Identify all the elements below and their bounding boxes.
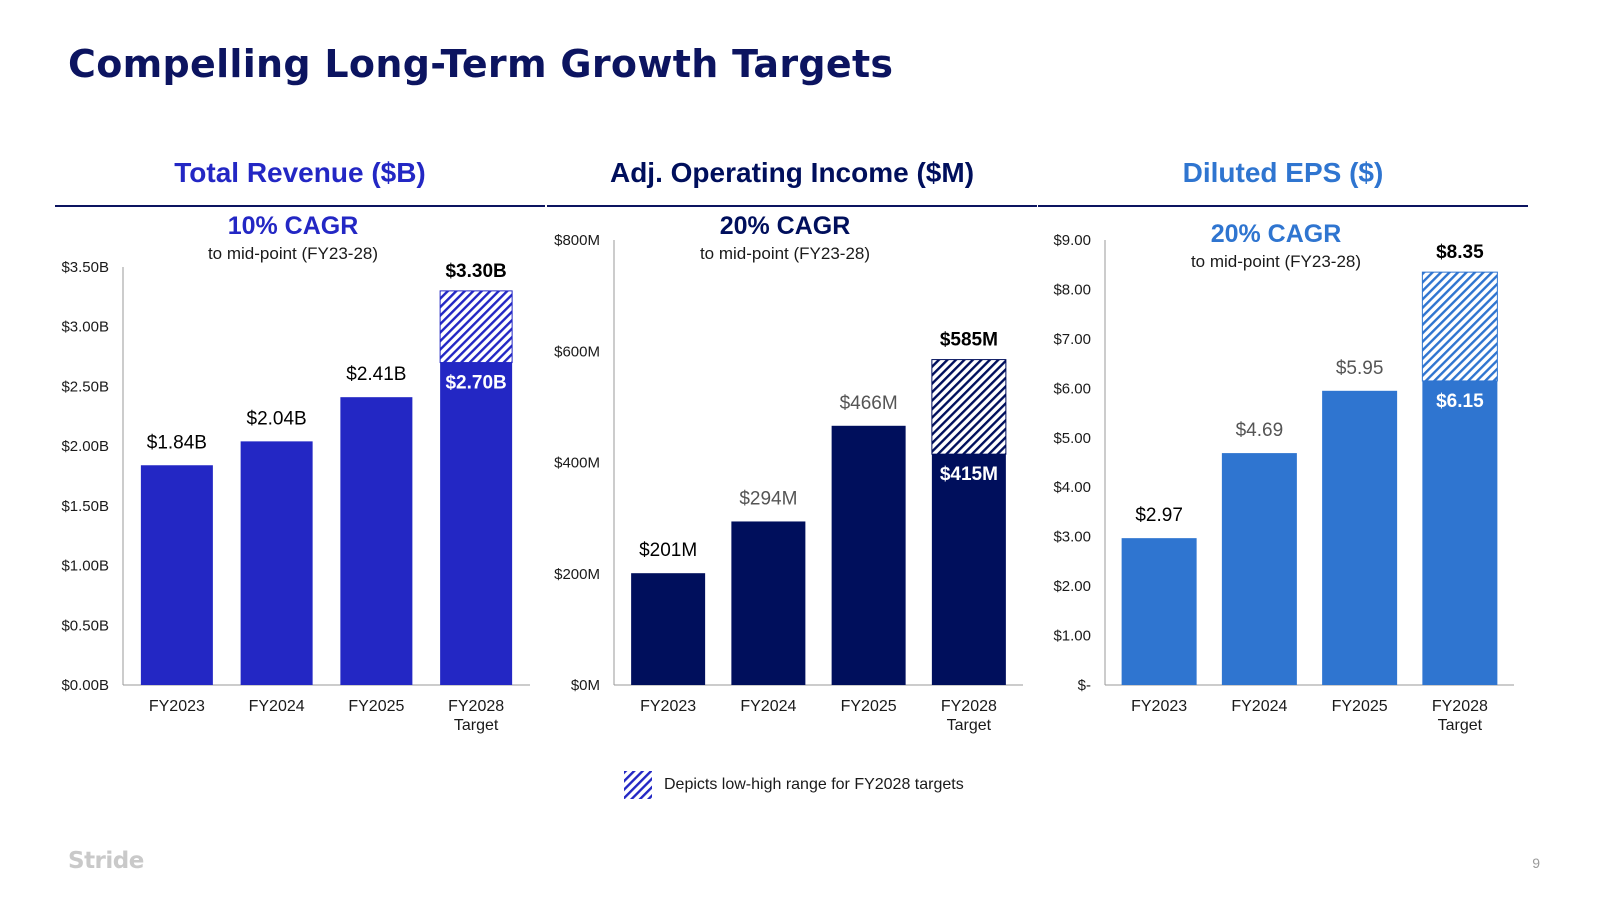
operating-income-chart: 20% CAGR to mid-point (FY23-28) $0M $200M $4… bbox=[554, 212, 1023, 734]
revenue-range-high-label: $3.30B bbox=[445, 261, 506, 282]
eps-range-high-label: $8.35 bbox=[1436, 242, 1484, 263]
operating-income-bar bbox=[831, 425, 906, 685]
eps-cagr-label: 20% CAGR bbox=[1211, 220, 1342, 248]
operating-income-cagr-label: 20% CAGR bbox=[720, 212, 851, 240]
operating-income-range-bar bbox=[931, 359, 1007, 455]
revenue-chart-panel: Total Revenue ($B) 10% CAGR to mid-point … bbox=[55, 155, 545, 755]
operating-income-cagr-subtitle: to mid-point (FY23-28) bbox=[700, 244, 870, 263]
revenue-value-label: $2.70B bbox=[445, 373, 506, 394]
revenue-y-tick-label: $1.00B bbox=[61, 558, 109, 575]
eps-bar bbox=[1422, 380, 1498, 685]
operating-income-value-label: $201M bbox=[639, 540, 697, 561]
revenue-x-tick-label: FY2023 bbox=[149, 698, 205, 715]
eps-value-label: $6.15 bbox=[1436, 391, 1484, 412]
operating-income-x-tick-label: FY2028 Target bbox=[941, 698, 997, 734]
operating-income-value-label: $294M bbox=[739, 488, 797, 509]
range-legend: Depicts low-high range for FY2028 target… bbox=[624, 770, 964, 800]
eps-cagr-subtitle: to mid-point (FY23-28) bbox=[1191, 252, 1361, 271]
revenue-value-label: $2.41B bbox=[346, 364, 406, 385]
revenue-chart-title: Total Revenue ($B) bbox=[174, 157, 426, 188]
operating-income-y-tick-label: $200M bbox=[554, 566, 600, 583]
eps-value-label: $2.97 bbox=[1135, 505, 1183, 526]
eps-title-divider bbox=[1038, 205, 1528, 207]
page-number: 9 bbox=[1532, 855, 1540, 871]
eps-x-tick-label: FY2028 Target bbox=[1432, 698, 1488, 734]
operating-income-title-divider bbox=[547, 205, 1037, 207]
eps-y-tick-label: $3.00 bbox=[1053, 529, 1091, 546]
eps-y-tick-label: $6.00 bbox=[1053, 380, 1091, 397]
revenue-y-tick-label: $1.50B bbox=[61, 498, 109, 515]
eps-chart-title: Diluted EPS ($) bbox=[1182, 157, 1384, 188]
operating-income-bar bbox=[631, 573, 706, 685]
eps-y-tick-label: $2.00 bbox=[1053, 578, 1091, 595]
eps-x-tick-label: FY2023 bbox=[1131, 698, 1187, 715]
revenue-range-bar bbox=[439, 290, 513, 364]
revenue-y-tick-label: $2.50B bbox=[61, 378, 109, 395]
revenue-y-tick-label: $3.00B bbox=[61, 319, 109, 336]
operating-income-x-tick-label: FY2025 bbox=[841, 698, 897, 715]
eps-y-tick-label: $7.00 bbox=[1053, 331, 1091, 348]
operating-income-range-high-label: $585M bbox=[940, 330, 998, 351]
operating-income-x-tick-label: FY2024 bbox=[740, 698, 796, 715]
revenue-value-label: $2.04B bbox=[247, 408, 307, 429]
operating-income-y-tick-label: $800M bbox=[554, 232, 600, 249]
revenue-title-divider bbox=[55, 205, 545, 207]
eps-bar bbox=[1221, 453, 1297, 685]
eps-y-tick-label: $1.00 bbox=[1053, 628, 1091, 645]
operating-income-value-label: $466M bbox=[840, 393, 898, 414]
revenue-bar bbox=[240, 441, 313, 685]
eps-chart: 20% CAGR to mid-point (FY23-28) $- $1.00 $2.… bbox=[1053, 220, 1514, 734]
eps-bar bbox=[1322, 390, 1398, 685]
eps-x-tick-label: FY2024 bbox=[1231, 698, 1287, 715]
eps-y-tick-label: $- bbox=[1078, 677, 1091, 694]
eps-y-tick-label: $8.00 bbox=[1053, 281, 1091, 298]
eps-range-bar bbox=[1421, 271, 1498, 382]
eps-y-tick-label: $4.00 bbox=[1053, 479, 1091, 496]
revenue-y-tick-label: $0.50B bbox=[61, 617, 109, 634]
operating-income-y-tick-label: $400M bbox=[554, 455, 600, 472]
revenue-cagr-label: 10% CAGR bbox=[228, 212, 359, 240]
eps-value-label: $5.95 bbox=[1336, 358, 1384, 379]
hatch-legend-swatch bbox=[624, 771, 652, 799]
operating-income-bar bbox=[731, 521, 806, 685]
revenue-y-tick-label: $2.00B bbox=[61, 438, 109, 455]
eps-y-tick-label: $9.00 bbox=[1053, 232, 1091, 249]
eps-value-label: $4.69 bbox=[1236, 420, 1284, 441]
operating-income-y-tick-label: $0M bbox=[571, 677, 600, 694]
revenue-value-label: $1.84B bbox=[147, 432, 207, 453]
eps-y-tick-label: $5.00 bbox=[1053, 430, 1091, 447]
eps-x-tick-label: FY2025 bbox=[1332, 698, 1388, 715]
operating-income-value-label: $415M bbox=[940, 464, 998, 485]
eps-chart-panel: Diluted EPS ($) 20% CAGR to mid-point (FY… bbox=[1038, 155, 1528, 755]
revenue-x-tick-label: FY2028 Target bbox=[448, 698, 504, 734]
eps-bar bbox=[1121, 538, 1197, 685]
operating-income-bar bbox=[931, 454, 1006, 685]
revenue-chart: 10% CAGR to mid-point (FY23-28) $0.00B $0.5… bbox=[61, 212, 530, 734]
operating-income-chart-panel: Adj. Operating Income ($M) 20% CAGR to mi… bbox=[547, 155, 1037, 755]
operating-income-y-tick-label: $600M bbox=[554, 343, 600, 360]
revenue-cagr-subtitle: to mid-point (FY23-28) bbox=[208, 244, 378, 263]
revenue-bar bbox=[140, 465, 213, 685]
stride-logo: Stride bbox=[68, 848, 144, 874]
page-title: Compelling Long-Term Growth Targets bbox=[68, 42, 894, 86]
revenue-y-tick-label: $3.50B bbox=[61, 259, 109, 276]
revenue-x-tick-label: FY2025 bbox=[348, 698, 404, 715]
operating-income-x-tick-label: FY2023 bbox=[640, 698, 696, 715]
revenue-x-tick-label: FY2024 bbox=[249, 698, 305, 715]
revenue-bar bbox=[440, 362, 513, 685]
revenue-y-tick-label: $0.00B bbox=[61, 677, 109, 694]
operating-income-chart-title: Adj. Operating Income ($M) bbox=[609, 157, 975, 188]
revenue-bar bbox=[340, 397, 413, 685]
legend-text: Depicts low-high range for FY2028 target… bbox=[664, 776, 964, 793]
